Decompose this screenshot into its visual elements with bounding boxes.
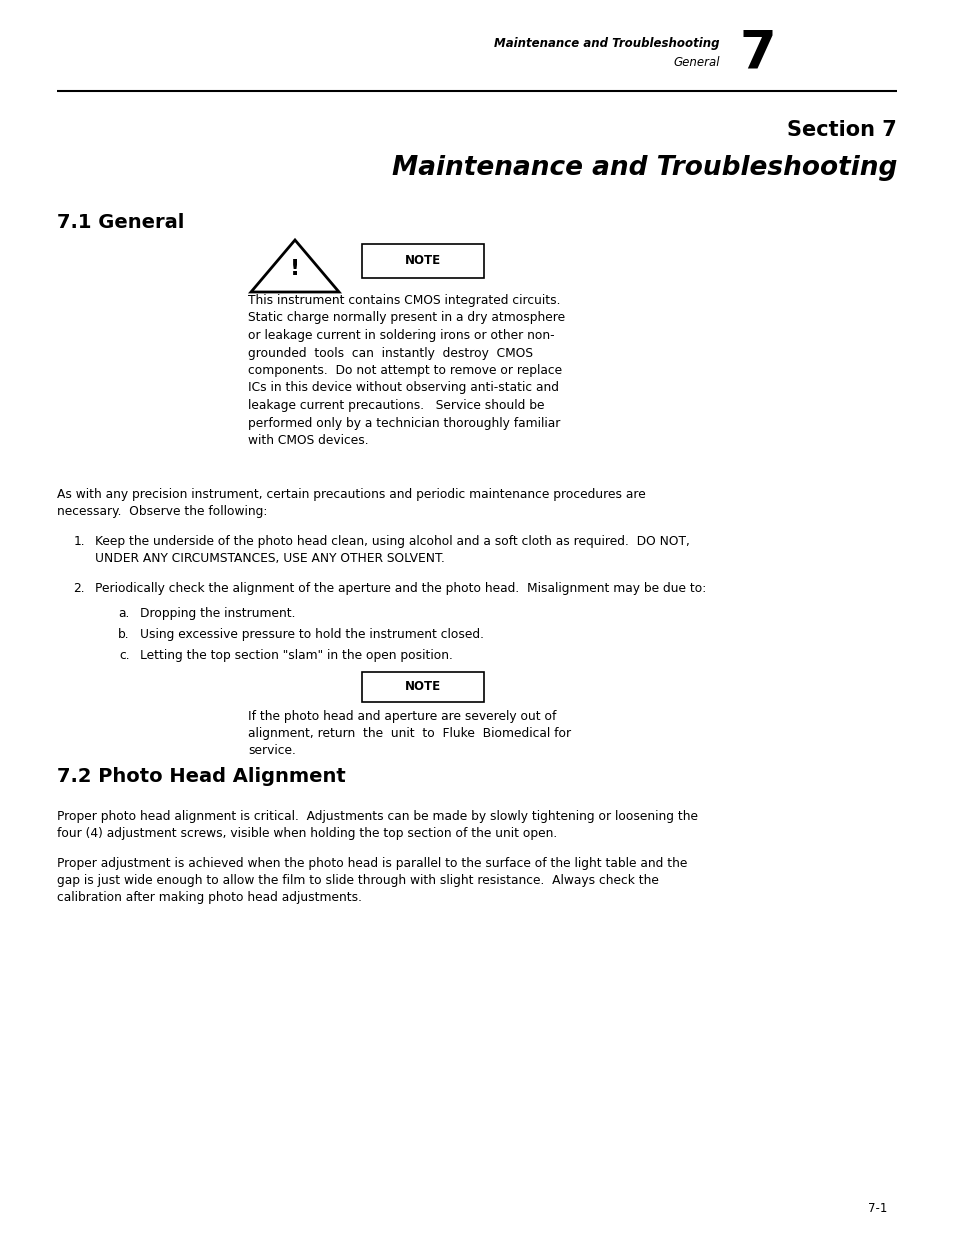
Text: Keep the underside of the photo head clean, using alcohol and a soft cloth as re: Keep the underside of the photo head cle… <box>95 535 689 548</box>
Text: NOTE: NOTE <box>404 254 440 268</box>
Text: 7.1 General: 7.1 General <box>57 212 184 231</box>
Text: 7: 7 <box>740 27 776 79</box>
Text: Static charge normally present in a dry atmosphere: Static charge normally present in a dry … <box>248 311 564 325</box>
Text: grounded  tools  can  instantly  destroy  CMOS: grounded tools can instantly destroy CMO… <box>248 347 533 359</box>
Text: As with any precision instrument, certain precautions and periodic maintenance p: As with any precision instrument, certai… <box>57 488 645 501</box>
Text: alignment, return  the  unit  to  Fluke  Biomedical for: alignment, return the unit to Fluke Biom… <box>248 727 571 740</box>
Text: 2.: 2. <box>73 582 85 595</box>
Text: Using excessive pressure to hold the instrument closed.: Using excessive pressure to hold the ins… <box>140 629 483 641</box>
Text: a.: a. <box>118 606 130 620</box>
Text: Dropping the instrument.: Dropping the instrument. <box>140 606 295 620</box>
Text: Proper photo head alignment is critical.  Adjustments can be made by slowly tigh: Proper photo head alignment is critical.… <box>57 810 698 823</box>
Text: This instrument contains CMOS integrated circuits.: This instrument contains CMOS integrated… <box>248 294 560 308</box>
Text: 7.2 Photo Head Alignment: 7.2 Photo Head Alignment <box>57 767 345 787</box>
Text: 7-1: 7-1 <box>866 1202 886 1214</box>
Text: Maintenance and Troubleshooting: Maintenance and Troubleshooting <box>494 37 720 51</box>
Text: Letting the top section "slam" in the open position.: Letting the top section "slam" in the op… <box>140 650 453 662</box>
Text: components.  Do not attempt to remove or replace: components. Do not attempt to remove or … <box>248 364 561 377</box>
Text: General: General <box>673 56 720 68</box>
Text: or leakage current in soldering irons or other non-: or leakage current in soldering irons or… <box>248 329 554 342</box>
Text: Periodically check the alignment of the aperture and the photo head.  Misalignme: Periodically check the alignment of the … <box>95 582 705 595</box>
Text: Maintenance and Troubleshooting: Maintenance and Troubleshooting <box>392 156 896 182</box>
Text: necessary.  Observe the following:: necessary. Observe the following: <box>57 505 267 517</box>
Text: service.: service. <box>248 743 295 757</box>
Text: with CMOS devices.: with CMOS devices. <box>248 433 368 447</box>
Text: Proper adjustment is achieved when the photo head is parallel to the surface of : Proper adjustment is achieved when the p… <box>57 857 687 869</box>
Text: Section 7: Section 7 <box>786 120 896 140</box>
Text: b.: b. <box>118 629 130 641</box>
Text: If the photo head and aperture are severely out of: If the photo head and aperture are sever… <box>248 710 556 722</box>
Text: four (4) adjustment screws, visible when holding the top section of the unit ope: four (4) adjustment screws, visible when… <box>57 827 557 840</box>
Text: NOTE: NOTE <box>404 680 440 694</box>
Text: performed only by a technician thoroughly familiar: performed only by a technician thoroughl… <box>248 416 559 430</box>
Text: ICs in this device without observing anti-static and: ICs in this device without observing ant… <box>248 382 558 394</box>
Text: gap is just wide enough to allow the film to slide through with slight resistanc: gap is just wide enough to allow the fil… <box>57 874 659 887</box>
Text: c.: c. <box>119 650 130 662</box>
Text: UNDER ANY CIRCUMSTANCES, USE ANY OTHER SOLVENT.: UNDER ANY CIRCUMSTANCES, USE ANY OTHER S… <box>95 552 444 564</box>
Text: leakage current precautions.   Service should be: leakage current precautions. Service sho… <box>248 399 544 412</box>
Text: !: ! <box>290 258 300 279</box>
Text: calibration after making photo head adjustments.: calibration after making photo head adju… <box>57 890 361 904</box>
Text: 1.: 1. <box>73 535 85 548</box>
